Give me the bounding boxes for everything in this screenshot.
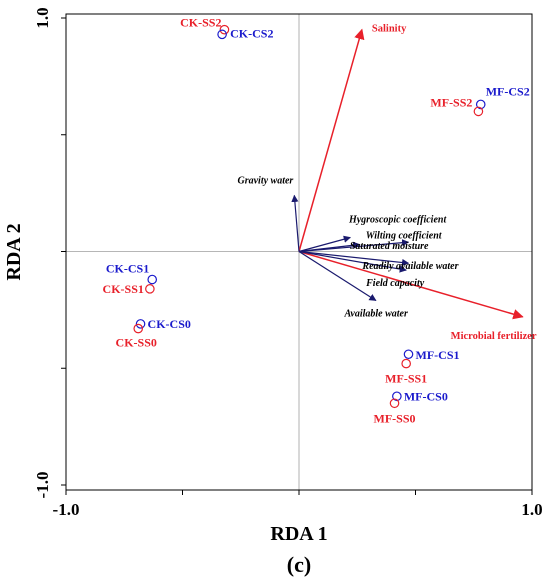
response-arrow-label: Microbial fertilizer xyxy=(451,331,537,342)
sample-label: CK-CS2 xyxy=(230,26,273,40)
env-arrow-label: Field capacity xyxy=(365,278,425,289)
env-arrow-label: Readily available water xyxy=(361,261,458,272)
sample-label: CK-CS0 xyxy=(148,317,191,331)
x-axis-title: RDA 1 xyxy=(270,523,327,545)
sample-label: MF-CS1 xyxy=(416,348,460,362)
env-arrow-label: Saturated moisture xyxy=(350,241,429,252)
sample-point xyxy=(392,391,402,402)
sample-label: MF-SS1 xyxy=(385,372,427,386)
x-tick-label: -1.0 xyxy=(53,500,80,519)
sample-point xyxy=(147,274,158,285)
sample-point xyxy=(135,319,146,329)
sample-label: MF-CS2 xyxy=(486,84,530,98)
env-arrow xyxy=(291,194,300,252)
env-arrow xyxy=(298,239,410,253)
sample-label: MF-SS0 xyxy=(374,411,416,425)
sample-point xyxy=(475,99,486,110)
sample-point xyxy=(145,284,155,294)
sample-label: CK-SS0 xyxy=(116,336,157,350)
sample-label: CK-SS2 xyxy=(180,16,221,30)
panel-label: (c) xyxy=(287,552,311,577)
y-tick-label: -1.0 xyxy=(33,472,52,499)
sample-point xyxy=(389,398,400,409)
env-arrow xyxy=(298,235,351,253)
sample-label: CK-CS1 xyxy=(106,262,149,276)
env-arrow xyxy=(298,250,377,302)
x-tick-label: 1.0 xyxy=(521,500,542,519)
env-arrow xyxy=(298,250,410,267)
env-arrow-label: Gravity water xyxy=(238,175,294,186)
sample-point xyxy=(401,358,411,369)
y-axis-title: RDA 2 xyxy=(3,223,25,280)
sample-label: MF-CS0 xyxy=(404,389,448,403)
response-arrow-label: Salinity xyxy=(372,24,407,35)
sample-point xyxy=(403,349,414,360)
sample-point xyxy=(219,24,230,35)
sample-point xyxy=(133,323,144,334)
sample-point xyxy=(217,29,227,40)
y-tick-label: 1.0 xyxy=(33,7,52,28)
sample-label: CK-SS1 xyxy=(103,282,144,296)
sample-point xyxy=(473,106,484,117)
sample-label: MF-SS2 xyxy=(430,95,472,109)
response-arrow xyxy=(298,28,365,252)
env-arrow-label: Wilting coefficient xyxy=(366,230,443,241)
env-arrow-label: Hygroscopic coefficient xyxy=(348,214,448,225)
env-arrow-label: Available water xyxy=(343,309,408,320)
env-arrow xyxy=(298,250,407,273)
response-arrow xyxy=(298,250,524,320)
